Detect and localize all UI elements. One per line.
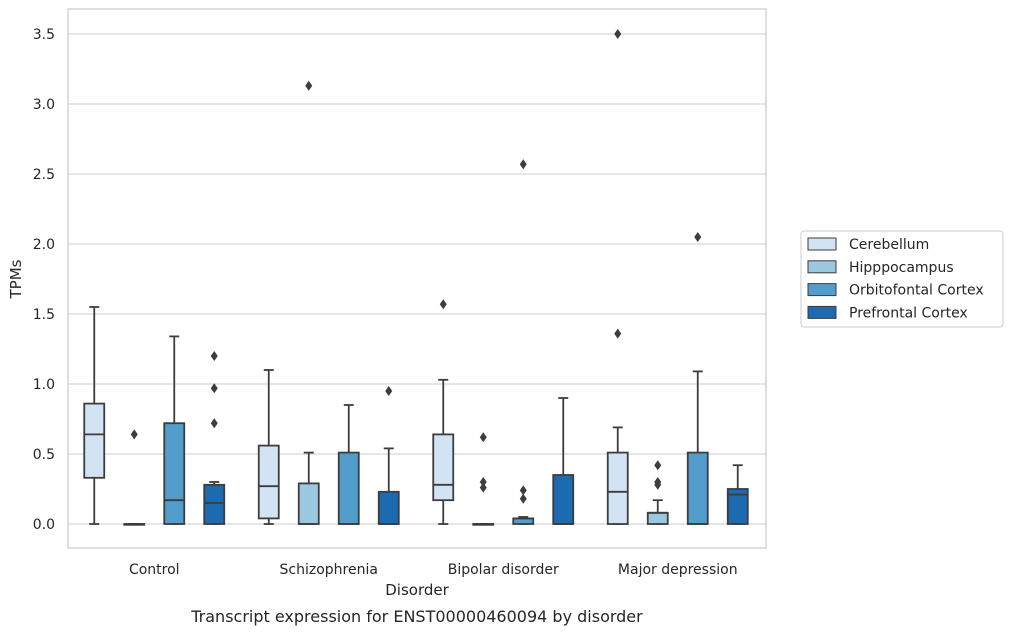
x-axis-title: Disorder [385, 581, 449, 599]
outlier-point [210, 351, 218, 361]
legend-label: Orbitofontal Cortex [849, 283, 984, 299]
box [606, 451, 629, 525]
plot-frame [67, 8, 767, 549]
legend-swatch [807, 283, 837, 297]
y-tick-label: 2.0 [33, 237, 55, 253]
legend-swatch [807, 260, 837, 274]
legend-label: Hipppocampus [849, 260, 954, 276]
x-tick-label: Bipolar disorder [448, 562, 559, 578]
outlier-point [130, 429, 138, 440]
x-tick-labels: Control Schizophrenia Bipolar disorder Majo… [129, 562, 738, 578]
box-series [83, 29, 749, 526]
series-hipppocampus [123, 80, 669, 526]
outlier-point [479, 482, 487, 493]
y-tick-label: 0.0 [33, 517, 55, 533]
outlier-point [694, 232, 702, 242]
y-tick-label: 1.5 [33, 307, 55, 323]
outlier-point [385, 386, 393, 396]
outlier-point [519, 485, 527, 496]
x-tick-label: Major depression [618, 562, 738, 578]
outlier-point [654, 477, 662, 487]
outlier-point [614, 328, 622, 339]
y-tick-label: 3.5 [33, 27, 55, 43]
outlier-point [519, 159, 527, 170]
x-tick-label: Schizophrenia [280, 562, 378, 578]
outlier-point [654, 460, 662, 471]
box [257, 444, 280, 520]
series-prefrontal-cortex [203, 351, 749, 525]
y-tick-label: 0.5 [33, 447, 55, 463]
y-tick-label: 3.0 [33, 97, 55, 113]
box [552, 474, 575, 525]
box [337, 451, 360, 525]
chart-caption: Transcript expression for ENST0000046009… [190, 607, 643, 626]
outlier-point [305, 80, 313, 91]
y-tick-labels: 0.0 0.5 1.0 1.5 2.0 2.5 3.0 3.5 [33, 27, 55, 533]
x-tick-label: Control [129, 562, 180, 578]
y-tick-label: 1.0 [33, 377, 55, 393]
box [726, 488, 749, 525]
box [432, 433, 455, 502]
legend-label: Cerebellum [849, 237, 929, 253]
box [377, 490, 400, 525]
y-tick-label: 2.5 [33, 167, 55, 183]
box [163, 422, 186, 525]
legend: Cerebellum Hipppocampus Orbitofontal Corte… [800, 230, 1004, 328]
legend-swatch [807, 237, 837, 251]
box [297, 482, 320, 525]
box [83, 402, 106, 479]
legend-frame [800, 230, 1004, 328]
box [686, 451, 709, 525]
series-cerebellum [83, 29, 629, 525]
box [203, 483, 226, 525]
y-axis-title: TPMs [7, 259, 25, 299]
outlier-point [614, 29, 622, 39]
outlier-point [210, 418, 218, 429]
outlier-point [479, 477, 487, 487]
outlier-point [519, 493, 527, 504]
series-orbitofontal-cortex [163, 159, 709, 525]
outlier-point [439, 299, 447, 310]
legend-swatch [807, 305, 837, 319]
legend-label: Prefrontal Cortex [849, 305, 968, 321]
box [646, 511, 669, 525]
outlier-point [479, 432, 487, 443]
outlier-point [210, 383, 218, 394]
